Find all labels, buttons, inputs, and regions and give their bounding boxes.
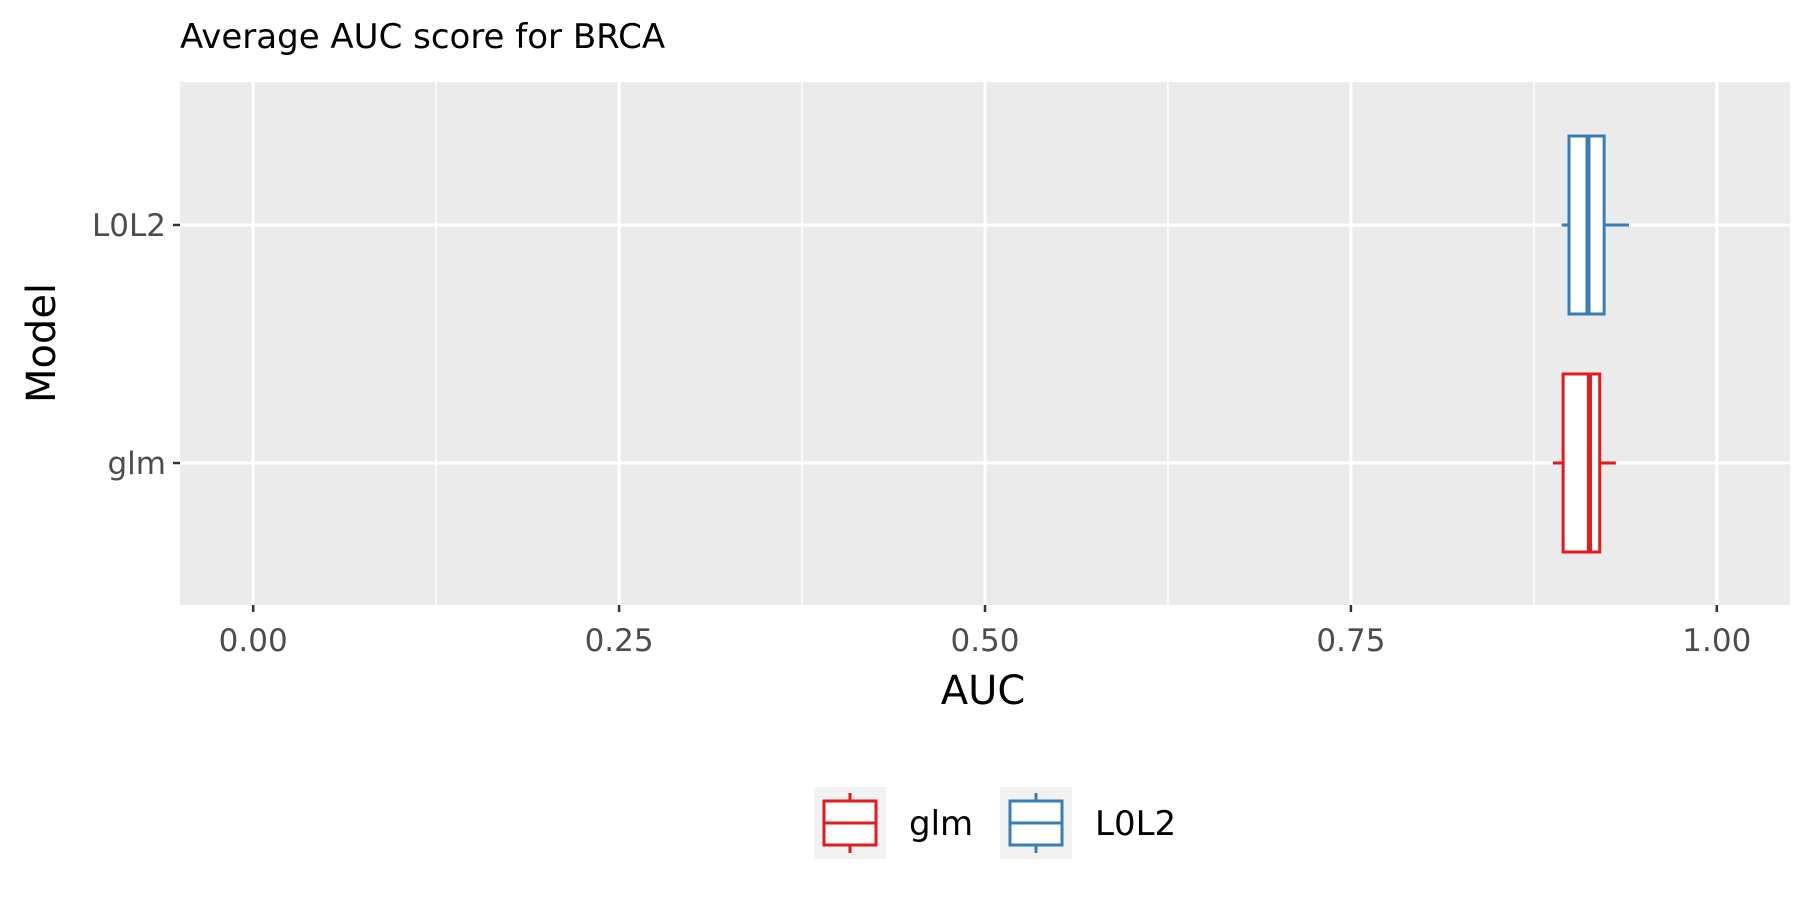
chart-title: Average AUC score for BRCA	[180, 17, 665, 57]
grid-lines	[180, 82, 1790, 605]
x-tick-label: 0.75	[1316, 623, 1385, 659]
x-tick-label: 1.00	[1682, 623, 1751, 659]
x-axis-title: AUC	[941, 668, 1026, 714]
x-tick-label: 0.00	[219, 623, 288, 659]
legend-label: glm	[909, 804, 973, 844]
legend-item-glm: glm	[814, 787, 973, 859]
y-tick-label: L0L2	[92, 208, 166, 244]
box-glm	[1552, 372, 1616, 554]
legend-label: L0L2	[1095, 804, 1176, 844]
legend: glm L0L2	[814, 787, 1176, 859]
box-body	[1561, 372, 1602, 554]
x-axis: 0.00 0.25 0.50 0.75 1.00	[219, 605, 1751, 659]
y-axis: glm L0L2	[92, 208, 180, 482]
y-tick-label: glm	[108, 446, 167, 482]
legend-item-L0L2: L0L2	[1000, 787, 1176, 859]
y-axis-title: Model	[19, 283, 65, 403]
x-tick-label: 0.25	[585, 623, 654, 659]
x-tick-label: 0.50	[950, 623, 1019, 659]
box-L0L2	[1561, 134, 1629, 316]
boxes	[1552, 134, 1629, 554]
